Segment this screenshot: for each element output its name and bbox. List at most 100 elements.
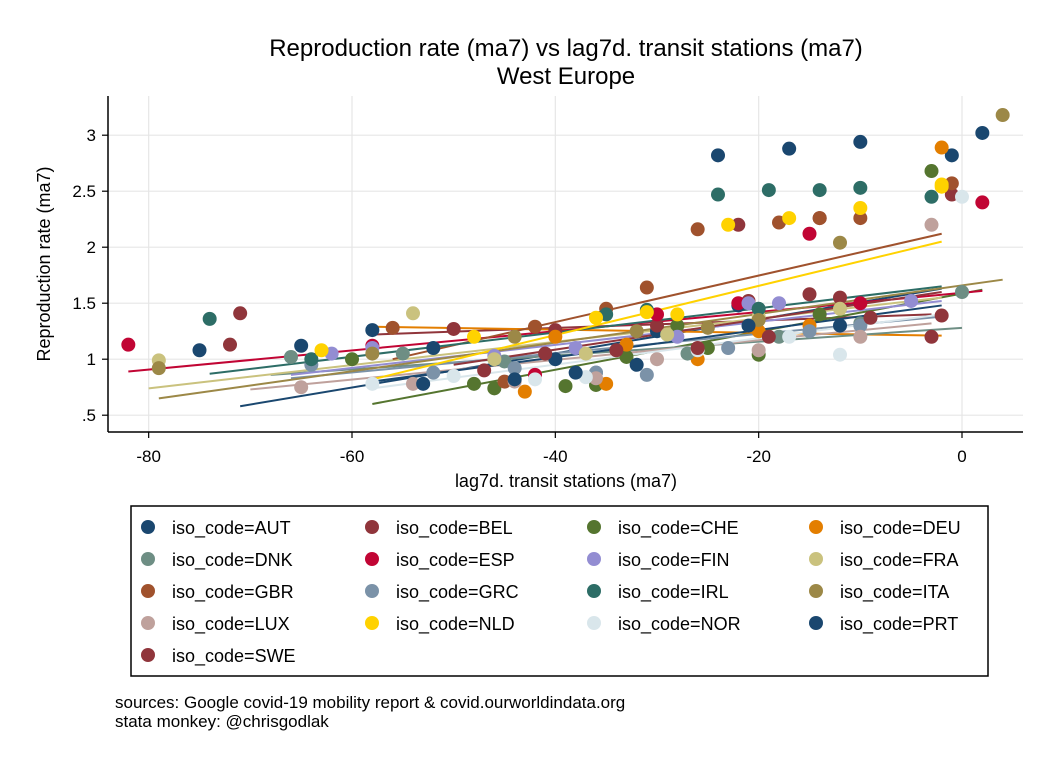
data-point-fra xyxy=(578,346,593,361)
legend-marker xyxy=(587,520,601,534)
legend-marker xyxy=(141,552,155,566)
data-point-prt xyxy=(741,318,756,333)
data-point-swe xyxy=(761,329,776,344)
x-tick-label: -40 xyxy=(543,447,568,466)
legend-marker xyxy=(809,584,823,598)
legend-label: iso_code=GRC xyxy=(396,582,519,603)
legend-marker xyxy=(141,520,155,534)
data-point-nld xyxy=(721,217,736,232)
y-tick-label: 1.5 xyxy=(72,294,96,313)
data-point-nld xyxy=(782,211,797,226)
data-point-deu xyxy=(934,140,949,155)
data-point-nld xyxy=(467,329,481,344)
data-point-gbr xyxy=(853,211,868,226)
data-point-bel xyxy=(934,308,949,323)
data-point-grc xyxy=(853,318,868,333)
data-point-gbr xyxy=(528,319,542,334)
data-point-fin xyxy=(904,293,919,308)
legend-marker xyxy=(365,584,379,598)
source-note: sources: Google covid-19 mobility report… xyxy=(115,693,625,712)
legend-label: iso_code=AUT xyxy=(172,518,291,539)
data-point-grc xyxy=(507,361,522,376)
y-tick-label: 2.5 xyxy=(72,182,96,201)
data-point-aut xyxy=(294,338,309,353)
legend-marker xyxy=(141,584,155,598)
data-point-swe xyxy=(477,363,492,378)
data-point-gbr xyxy=(812,211,827,226)
legend-marker xyxy=(587,584,601,598)
data-point-nor xyxy=(528,372,542,387)
data-point-lux xyxy=(589,371,603,386)
data-point-gbr xyxy=(690,222,705,237)
legend-label: iso_code=DNK xyxy=(172,550,293,571)
data-point-esp xyxy=(121,337,136,352)
data-point-grc xyxy=(639,367,654,382)
data-point-fra xyxy=(487,352,502,367)
data-point-bel xyxy=(233,306,248,321)
x-axis-ticks: -80 -60 -40 -20 0 xyxy=(136,432,967,466)
data-point-lux xyxy=(751,343,766,358)
data-point-dnk xyxy=(284,349,298,364)
data-point-aut xyxy=(192,343,207,358)
data-point-dnk xyxy=(955,285,969,299)
data-point-swe xyxy=(609,343,624,358)
y-tick-label: 3 xyxy=(87,126,96,145)
y-tick-label: 1 xyxy=(87,350,96,369)
data-point-che xyxy=(812,307,827,322)
data-point-fra xyxy=(660,327,675,342)
data-point-irl xyxy=(751,301,766,316)
data-point-irl xyxy=(304,352,319,367)
x-tick-label: -80 xyxy=(136,447,161,466)
data-point-prt xyxy=(416,376,431,391)
legend-label: iso_code=FIN xyxy=(618,550,730,571)
data-point-lux xyxy=(406,376,420,391)
data-point-prt xyxy=(629,357,644,372)
data-point-irl xyxy=(202,311,217,326)
data-point-bel xyxy=(833,290,847,305)
legend-label: iso_code=GBR xyxy=(172,582,294,603)
data-points xyxy=(121,108,1010,399)
data-point-prt xyxy=(833,318,847,333)
data-point-aut xyxy=(711,148,725,163)
x-axis-label: lag7d. transit stations (ma7) xyxy=(455,471,677,491)
data-point-dnk xyxy=(772,329,786,344)
data-point-bel xyxy=(802,287,817,302)
author-note: stata monkey: @chrisgodlak xyxy=(115,712,329,731)
data-point-irl xyxy=(924,189,939,204)
chart-title: Reproduction rate (ma7) vs lag7d. transi… xyxy=(269,35,863,62)
data-point-grc xyxy=(426,365,441,380)
data-point-che xyxy=(670,318,685,333)
data-point-aut xyxy=(365,323,380,338)
data-point-grc xyxy=(802,324,817,339)
legend-label: iso_code=NOR xyxy=(618,614,741,635)
legend-label: iso_code=PRT xyxy=(840,614,958,635)
data-point-fra xyxy=(406,306,420,321)
data-point-gbr xyxy=(385,320,400,335)
data-point-nld xyxy=(934,179,949,194)
data-point-esp xyxy=(975,195,990,210)
data-point-lux xyxy=(650,352,664,367)
data-point-bel xyxy=(223,337,237,352)
fit-line-gbr xyxy=(392,232,942,361)
legend-marker xyxy=(365,552,379,566)
x-tick-label: -60 xyxy=(340,447,365,466)
legend: iso_code=AUT iso_code=BEL iso_code=CHE iso_… xyxy=(141,518,961,667)
legend-marker xyxy=(809,552,823,566)
data-point-lux xyxy=(924,217,939,232)
data-point-irl xyxy=(812,183,827,198)
data-point-che xyxy=(558,379,573,394)
data-point-che xyxy=(467,376,481,391)
x-tick-label: 0 xyxy=(957,447,966,466)
data-point-swe xyxy=(690,341,705,355)
data-point-aut xyxy=(782,141,797,156)
legend-marker xyxy=(809,520,823,534)
data-point-irl xyxy=(761,183,776,198)
data-point-bel xyxy=(650,318,664,333)
data-point-irl xyxy=(711,187,725,202)
legend-marker xyxy=(141,648,155,662)
data-point-swe xyxy=(924,329,939,344)
data-point-aut xyxy=(426,341,441,355)
legend-marker xyxy=(809,616,823,630)
data-point-ita xyxy=(365,346,380,361)
